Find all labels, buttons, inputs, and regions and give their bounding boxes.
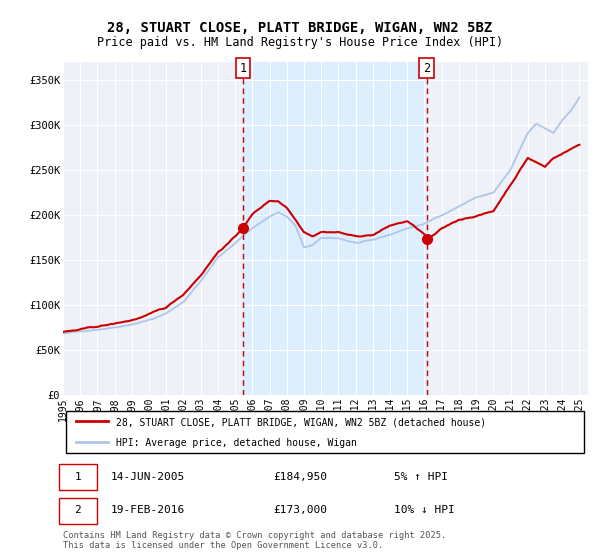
Text: 2: 2: [423, 62, 430, 74]
Text: 1: 1: [239, 62, 247, 74]
Bar: [243, 62, 427, 395]
Text: £173,000: £173,000: [273, 505, 327, 515]
Text: 10% ↓ HPI: 10% ↓ HPI: [394, 505, 455, 515]
Text: 1: 1: [74, 472, 81, 482]
Text: 28, STUART CLOSE, PLATT BRIDGE, WIGAN, WN2 5BZ: 28, STUART CLOSE, PLATT BRIDGE, WIGAN, W…: [107, 21, 493, 35]
Text: 2: 2: [74, 505, 81, 515]
FancyBboxPatch shape: [59, 464, 97, 490]
Text: Price paid vs. HM Land Registry's House Price Index (HPI): Price paid vs. HM Land Registry's House …: [97, 36, 503, 49]
Text: Contains HM Land Registry data © Crown copyright and database right 2025.
This d: Contains HM Land Registry data © Crown c…: [63, 531, 446, 550]
Text: 5% ↑ HPI: 5% ↑ HPI: [394, 472, 448, 482]
Text: HPI: Average price, detached house, Wigan: HPI: Average price, detached house, Wiga…: [115, 438, 356, 448]
FancyBboxPatch shape: [65, 410, 584, 453]
Text: £184,950: £184,950: [273, 472, 327, 482]
Text: 19-FEB-2016: 19-FEB-2016: [110, 505, 185, 515]
FancyBboxPatch shape: [59, 498, 97, 524]
Text: 28, STUART CLOSE, PLATT BRIDGE, WIGAN, WN2 5BZ (detached house): 28, STUART CLOSE, PLATT BRIDGE, WIGAN, W…: [115, 417, 485, 427]
Text: 14-JUN-2005: 14-JUN-2005: [110, 472, 185, 482]
